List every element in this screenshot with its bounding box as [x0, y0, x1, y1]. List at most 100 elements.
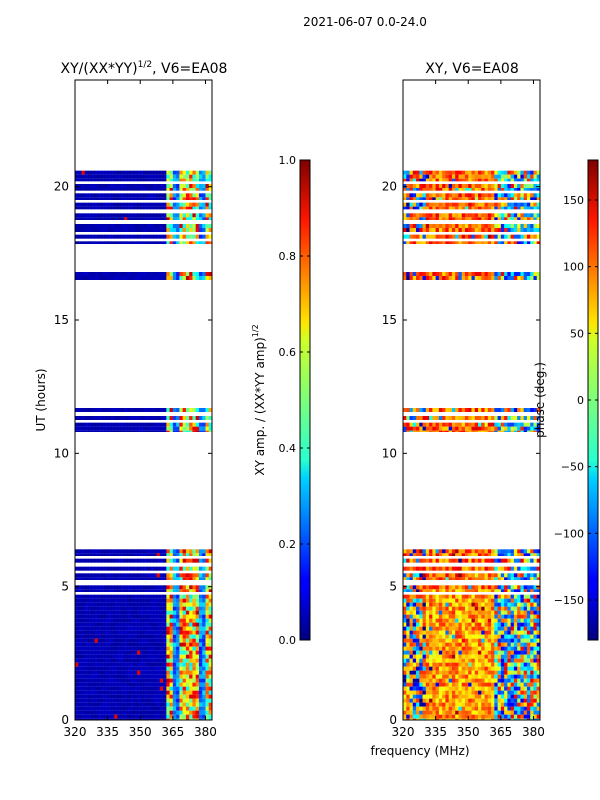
amp-heat-cell — [78, 422, 83, 427]
phase-heat-cell — [412, 694, 417, 699]
phase-heat-cell — [438, 618, 443, 623]
amp-heat-cell — [179, 589, 184, 592]
phase-heat-cell — [468, 272, 473, 276]
amp-heat-cell — [208, 217, 212, 220]
phase-heat-cell — [448, 718, 453, 720]
amp-heat-cell — [84, 646, 89, 651]
amp-heat-cell — [198, 188, 203, 191]
amp-heat-cell — [169, 622, 174, 627]
phase-heat-cell — [523, 682, 528, 687]
amp-heat-cell — [94, 241, 99, 244]
amp-heat-cell — [81, 626, 86, 631]
amp-heat-cell — [182, 610, 187, 615]
amp-heat-cell — [205, 666, 210, 671]
amp-heat-cell — [159, 678, 164, 683]
phase-heat-cell — [409, 654, 414, 659]
amp-heat-cell — [156, 224, 161, 228]
amp-heat-cell — [208, 416, 212, 420]
amp-heat-cell — [163, 654, 167, 659]
phase-heat-cell — [517, 666, 522, 671]
amp-heat-cell — [107, 430, 112, 432]
phase-heat-cell — [510, 585, 515, 590]
amp-heat-cell — [117, 690, 122, 695]
amp-heat-cell — [195, 272, 200, 276]
amp-heat-cell — [94, 622, 99, 627]
phase-heat-cell — [517, 549, 522, 554]
amp-heat-cell — [97, 710, 102, 715]
phase-heat-cell — [507, 558, 512, 563]
phase-heat-cell — [507, 610, 512, 615]
phase-heat-cell — [429, 630, 433, 635]
phase-heat-cell — [533, 654, 538, 659]
amp-heat-cell — [172, 566, 177, 571]
amp-heat-cell — [205, 638, 210, 643]
amp-heat-cell — [81, 618, 86, 623]
amp-heat-cell — [101, 202, 105, 207]
amp-heat-cell — [146, 573, 151, 578]
amp-heat-cell — [166, 626, 171, 631]
phase-heat-cell — [451, 602, 456, 607]
phase-heat-cell — [432, 577, 437, 580]
phase-heat-cell — [500, 670, 505, 675]
phase-heat-cell — [478, 626, 482, 631]
amp-heat-cell — [182, 662, 187, 667]
amp-heat-cell — [195, 622, 200, 627]
amp-heat-cell — [140, 598, 145, 603]
phase-heat-cell — [442, 598, 446, 603]
amp-heat-cell — [172, 682, 177, 687]
amp-heat-cell — [88, 674, 92, 679]
phase-heat-cell — [416, 638, 420, 643]
phase-heat-cell — [406, 614, 411, 619]
phase-heat-cell — [442, 558, 446, 563]
phase-heat-cell — [442, 602, 446, 607]
amp-heat-cell — [143, 622, 148, 627]
phase-heat-cell — [504, 276, 508, 280]
amp-heat-cell — [127, 408, 132, 412]
phase-heat-cell — [533, 577, 538, 580]
amp-heat-cell — [143, 589, 148, 592]
amp-heat-cell — [156, 276, 161, 280]
amp-heat-cell — [163, 170, 167, 175]
phase-heat-cell — [445, 702, 450, 707]
phase-heat-cell — [481, 634, 486, 639]
phase-heat-cell — [403, 422, 407, 427]
phase-heat-cell — [520, 558, 525, 563]
phase-heat-cell — [458, 602, 463, 607]
phase-heat-cell — [487, 654, 492, 659]
phase-heat-cell — [526, 674, 531, 679]
amp-heat-cell — [136, 426, 141, 431]
phase-heat-cell — [464, 642, 469, 647]
phase-heat-cell — [445, 634, 450, 639]
phase-heat-cell — [432, 430, 437, 432]
phase-heat-cell — [409, 622, 414, 627]
phase-heat-cell — [533, 678, 538, 683]
amp-heat-cell — [166, 670, 171, 675]
phase-heat-cell — [458, 710, 463, 715]
phase-heat-cell — [406, 658, 411, 663]
amp-heat-cell — [114, 654, 118, 659]
amp-heat-cell — [136, 566, 141, 571]
phase-heat-cell — [513, 662, 518, 667]
amp-heat-cell — [143, 170, 148, 175]
phase-heat-cell — [448, 698, 453, 703]
amp-heat-cell — [94, 224, 99, 228]
amp-heat-cell — [195, 224, 200, 228]
amp-heat-cell — [179, 430, 184, 432]
phase-heat-cell — [425, 682, 430, 687]
phase-heat-cell — [481, 573, 486, 578]
phase-heat-cell — [412, 650, 417, 655]
phase-heat-cell — [500, 234, 505, 239]
amp-heat-cell — [202, 654, 207, 659]
phase-heat-cell — [435, 702, 440, 707]
amp-heat-cell — [117, 710, 122, 715]
amp-heat-cell — [91, 553, 96, 556]
phase-heat-cell — [432, 549, 437, 554]
phase-heat-cell — [432, 272, 437, 276]
phase-heat-cell — [513, 234, 518, 239]
phase-heat-cell — [510, 690, 515, 695]
phase-heat-cell — [406, 573, 411, 578]
phase-heat-cell — [425, 706, 430, 711]
amp-heat-cell — [153, 408, 158, 412]
phase-heat-cell — [442, 422, 446, 427]
phase-heat-cell — [412, 602, 417, 607]
